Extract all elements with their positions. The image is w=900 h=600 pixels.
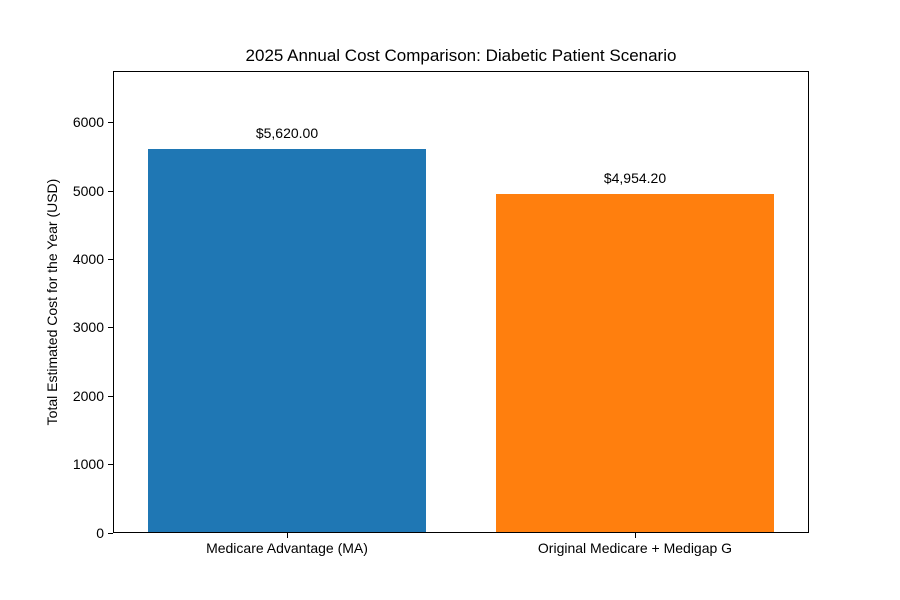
y-tick-label: 2000 bbox=[72, 387, 104, 404]
y-tick-label: 5000 bbox=[72, 182, 104, 199]
y-tick-mark bbox=[108, 327, 113, 329]
bar bbox=[495, 194, 775, 533]
x-tick-label: Original Medicare + Medigap G bbox=[537, 540, 733, 556]
bar-value-label: $5,620.00 bbox=[255, 124, 319, 141]
y-tick-label: 4000 bbox=[72, 251, 104, 268]
x-tick-label: Medicare Advantage (MA) bbox=[206, 540, 368, 556]
y-tick-mark bbox=[108, 122, 113, 124]
y-tick-mark bbox=[108, 259, 113, 261]
chart-title: 2025 Annual Cost Comparison: Diabetic Pa… bbox=[245, 46, 677, 65]
y-tick-label: 6000 bbox=[72, 114, 104, 131]
y-tick-mark bbox=[108, 464, 113, 466]
bar bbox=[147, 148, 427, 533]
bar-value-label: $4,954.20 bbox=[603, 170, 667, 187]
y-tick-mark bbox=[108, 532, 113, 534]
y-tick-label: 0 bbox=[96, 524, 104, 541]
plot-area bbox=[113, 71, 809, 533]
x-tick-mark bbox=[634, 533, 636, 538]
y-tick-label: 1000 bbox=[72, 456, 104, 473]
y-tick-mark bbox=[108, 395, 113, 397]
y-tick-mark bbox=[108, 190, 113, 192]
y-tick-label: 3000 bbox=[72, 319, 104, 336]
x-tick-mark bbox=[286, 533, 288, 538]
